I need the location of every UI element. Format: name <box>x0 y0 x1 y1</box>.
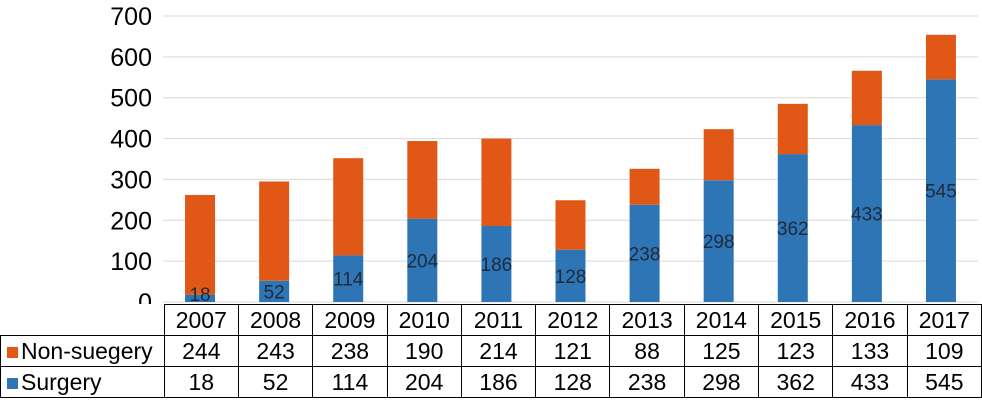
stacked-bar-chart: 0 100 200 300 400 500 600 700 18 52 114 204 186 128 2… <box>110 3 978 304</box>
table-value-cell: 204 <box>386 366 462 398</box>
data-label: 204 <box>406 251 438 272</box>
data-label: 545 <box>925 182 957 203</box>
bar-non-suegery <box>259 181 290 281</box>
legend-label-non-surgery: Non-suegery <box>21 338 153 364</box>
data-label: 433 <box>851 205 883 226</box>
table-value-cell: 18 <box>163 366 239 398</box>
y-tick-label: 700 <box>110 3 152 31</box>
data-label: 238 <box>629 244 661 265</box>
table-value-cell: 243 <box>237 335 314 367</box>
bar-surgery <box>925 79 956 302</box>
bar-surgery <box>481 226 512 302</box>
table-value-cell: 298 <box>683 366 760 398</box>
bar-non-suegery <box>703 129 734 181</box>
data-label: 362 <box>777 219 809 240</box>
bar-non-suegery <box>333 158 364 256</box>
data-label: 52 <box>264 282 285 303</box>
legend-entry-surgery: Surgery <box>0 366 165 398</box>
y-tick-label: 400 <box>110 126 152 154</box>
bar-surgery <box>555 249 586 302</box>
bar-surgery <box>259 280 290 302</box>
table-value-cell: 114 <box>312 366 388 398</box>
bar-surgery <box>185 294 216 302</box>
table-value-cell: 123 <box>758 335 834 367</box>
table-value-cell: 545 <box>906 366 982 398</box>
y-tick-label: 200 <box>110 207 152 235</box>
legend-entry-non-surgery: Non-suegery <box>0 335 165 367</box>
data-label: 298 <box>703 232 735 253</box>
y-axis-tick-labels: 0 100 200 300 400 500 600 700 <box>110 3 152 304</box>
table-value-cell: 186 <box>460 366 537 398</box>
bar-non-suegery <box>555 200 586 250</box>
category-label: 2008 <box>237 304 314 336</box>
bar-stacks <box>185 34 956 303</box>
bar-surgery <box>851 125 882 303</box>
table-value-cell: 362 <box>758 366 834 398</box>
legend-swatch-non-surgery <box>7 347 18 359</box>
bar-non-suegery <box>407 141 438 219</box>
category-label: 2009 <box>312 304 388 336</box>
data-table-series-row-surgery: Surgery 18 52 114 204 186 128 238 298 362 433 545 <box>0 366 982 398</box>
data-label: 186 <box>481 255 513 276</box>
table-value-cell: 214 <box>460 335 537 367</box>
category-label: 2011 <box>460 304 537 336</box>
bar-surgery <box>407 218 438 302</box>
data-table-series-row-non-surgery: Non-suegery 244 243 238 190 214 121 88 125 123 13… <box>0 335 982 367</box>
table-value-cell: 190 <box>386 335 462 367</box>
bar-non-suegery <box>925 34 956 80</box>
category-label: 2017 <box>906 304 982 336</box>
table-value-cell: 121 <box>535 335 611 367</box>
table-value-cell: 238 <box>312 335 388 367</box>
bar-non-suegery <box>185 194 216 295</box>
data-table-corner <box>0 304 165 336</box>
data-label: 18 <box>189 285 210 304</box>
data-label: 114 <box>333 270 364 291</box>
category-label: 2007 <box>163 304 239 336</box>
bar-surgery <box>629 204 660 302</box>
category-label: 2014 <box>683 304 760 336</box>
category-label: 2012 <box>535 304 611 336</box>
table-value-cell: 125 <box>683 335 760 367</box>
table-value-cell: 109 <box>906 335 982 367</box>
bar-non-suegery <box>629 168 660 205</box>
table-value-cell: 433 <box>832 366 908 398</box>
y-tick-label: 600 <box>110 44 152 72</box>
data-label: 128 <box>555 267 587 288</box>
bar-surgery <box>703 180 734 302</box>
bar-surgery <box>333 255 364 302</box>
bar-non-suegery <box>777 103 808 155</box>
table-value-cell: 88 <box>609 335 685 367</box>
legend-swatch-surgery <box>7 378 18 390</box>
bar-non-suegery <box>851 70 882 126</box>
y-tick-label: 100 <box>110 248 152 276</box>
bar-surgery <box>777 154 808 302</box>
y-tick-label: 300 <box>110 166 152 194</box>
y-tick-label: 0 <box>138 289 152 304</box>
data-table: 2007 2008 2009 2010 2011 2012 2013 2014 2015 2016… <box>0 304 982 398</box>
bar-non-suegery <box>481 138 512 227</box>
table-value-cell: 238 <box>609 366 685 398</box>
category-label: 2013 <box>609 304 685 336</box>
table-value-cell: 244 <box>163 335 239 367</box>
table-value-cell: 133 <box>832 335 908 367</box>
legend-label-surgery: Surgery <box>21 369 102 395</box>
category-label: 2016 <box>832 304 908 336</box>
data-table-category-row: 2007 2008 2009 2010 2011 2012 2013 2014 2015 2016… <box>0 304 982 336</box>
y-tick-label: 500 <box>110 85 152 113</box>
category-label: 2015 <box>758 304 834 336</box>
data-labels: 18 52 114 204 186 128 238 298 362 433 545 <box>189 182 956 304</box>
table-value-cell: 128 <box>535 366 611 398</box>
table-value-cell: 52 <box>237 366 314 398</box>
category-label: 2010 <box>386 304 462 336</box>
